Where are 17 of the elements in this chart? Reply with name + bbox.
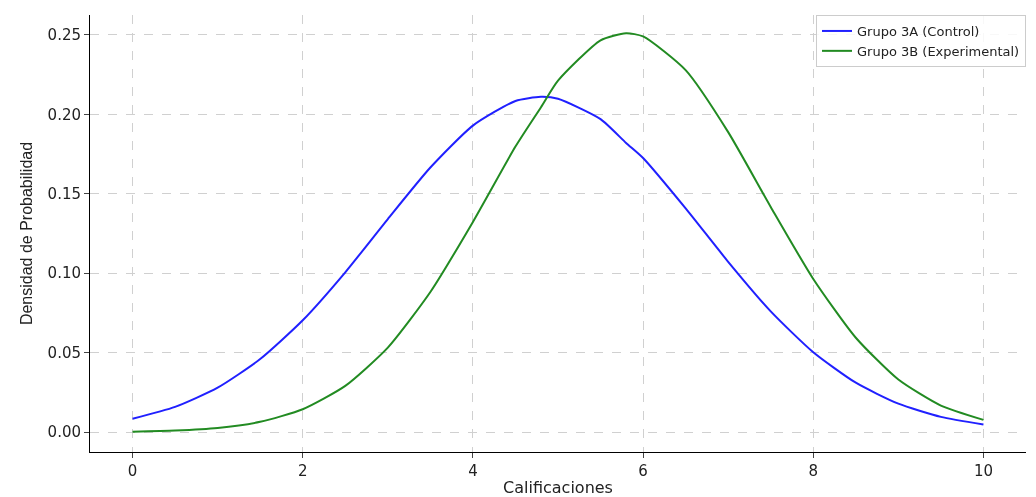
y-tick-label: 0.20 bbox=[47, 105, 81, 124]
y-tick-label: 0.10 bbox=[47, 264, 81, 283]
y-tick-label: 0.00 bbox=[47, 423, 81, 442]
x-axis-title: Calificaciones bbox=[503, 478, 613, 497]
x-tick-label: 8 bbox=[808, 462, 819, 480]
y-axis-title: Densidad de Probabilidad bbox=[18, 141, 36, 326]
x-tick-label: 6 bbox=[638, 462, 648, 480]
x-tick-label: 4 bbox=[468, 462, 478, 480]
y-tick-label: 0.15 bbox=[47, 185, 81, 204]
x-tick-label: 2 bbox=[297, 462, 308, 480]
legend-label: Grupo 3B (Experimental) bbox=[857, 43, 1020, 59]
x-tick-label: 10 bbox=[973, 462, 993, 480]
y-tick-label: 0.05 bbox=[47, 343, 81, 362]
y-tick-label: 0.25 bbox=[47, 26, 81, 45]
x-tick-label: 0 bbox=[127, 462, 138, 480]
line-series bbox=[131, 95, 985, 426]
legend-label: Grupo 3A (Control) bbox=[857, 24, 980, 40]
